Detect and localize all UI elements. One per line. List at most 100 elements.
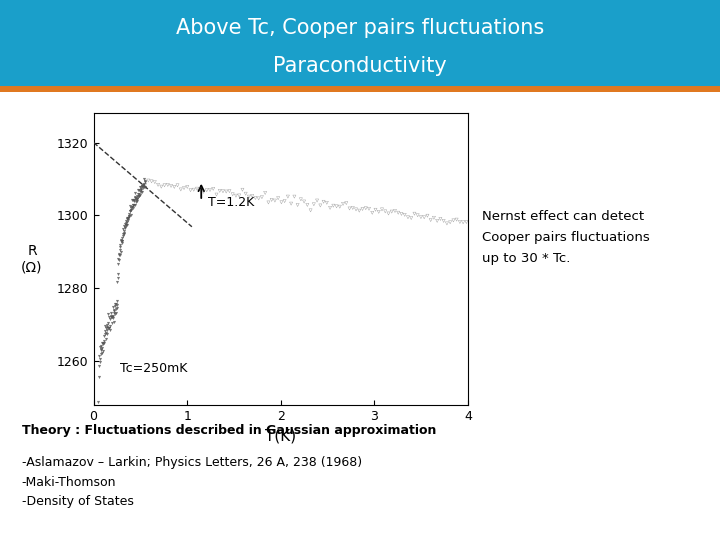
Point xyxy=(330,202,342,211)
Point xyxy=(121,220,132,229)
Point xyxy=(116,236,127,245)
Point xyxy=(104,315,115,323)
Point xyxy=(108,306,120,315)
Point xyxy=(94,342,106,351)
Point xyxy=(181,183,193,191)
Point xyxy=(328,201,339,210)
Point xyxy=(93,373,104,381)
Point xyxy=(132,190,143,198)
Point xyxy=(383,209,395,218)
Point xyxy=(132,192,144,200)
Point xyxy=(188,185,199,194)
Point xyxy=(240,190,251,198)
Point xyxy=(130,194,141,203)
Point xyxy=(109,309,120,318)
Point xyxy=(119,222,130,231)
Point xyxy=(396,210,408,218)
Point xyxy=(334,202,346,211)
Point xyxy=(298,197,310,206)
Point xyxy=(377,205,388,214)
Point xyxy=(104,322,116,330)
Point xyxy=(315,201,326,210)
Point xyxy=(126,195,138,204)
Point xyxy=(129,200,140,209)
Text: Paraconductivity: Paraconductivity xyxy=(273,56,447,76)
Point xyxy=(444,218,456,227)
Point xyxy=(457,218,469,227)
Point xyxy=(379,207,391,215)
Point xyxy=(112,278,123,287)
Point xyxy=(130,189,141,198)
Point xyxy=(118,227,130,236)
Point xyxy=(105,309,117,318)
Point xyxy=(256,193,268,201)
Point xyxy=(135,188,147,197)
Point xyxy=(179,184,190,192)
Point xyxy=(237,185,248,194)
X-axis label: T(K): T(K) xyxy=(265,428,297,443)
Text: Above Tc, Cooper pairs fluctuations: Above Tc, Cooper pairs fluctuations xyxy=(176,17,544,38)
Point xyxy=(114,246,125,254)
Point xyxy=(138,174,150,183)
Point xyxy=(101,321,112,329)
Point xyxy=(132,185,144,194)
Point xyxy=(138,180,149,189)
Point xyxy=(428,213,440,222)
Point xyxy=(125,210,137,219)
Point xyxy=(435,214,446,223)
Point xyxy=(128,197,140,205)
Point xyxy=(405,214,417,222)
Point xyxy=(138,182,150,191)
Point xyxy=(390,207,401,215)
Point xyxy=(106,312,117,320)
Point xyxy=(233,191,245,200)
Point xyxy=(302,200,313,209)
Point xyxy=(138,184,149,192)
Point xyxy=(276,198,287,207)
Point xyxy=(107,303,119,312)
Point xyxy=(120,217,132,226)
Point xyxy=(107,319,118,327)
Point xyxy=(131,197,143,206)
Point xyxy=(121,219,132,227)
Point xyxy=(431,217,443,225)
Point xyxy=(116,237,127,245)
Point xyxy=(140,180,151,189)
Point xyxy=(125,206,136,215)
Point xyxy=(103,324,114,333)
Point xyxy=(106,313,117,321)
Point xyxy=(115,236,127,245)
Point xyxy=(132,194,143,203)
Point xyxy=(118,229,130,238)
Point xyxy=(153,180,164,189)
Point xyxy=(253,194,264,202)
Point xyxy=(308,200,320,208)
Point xyxy=(99,330,111,339)
Point xyxy=(94,355,106,363)
Point xyxy=(129,193,140,201)
Point xyxy=(125,205,136,214)
Point xyxy=(112,260,124,268)
Point xyxy=(122,214,133,222)
Point xyxy=(448,216,459,225)
Point xyxy=(134,191,145,200)
Point xyxy=(343,204,355,213)
Point xyxy=(211,190,222,199)
Point xyxy=(305,206,316,215)
Point xyxy=(217,187,229,195)
Point xyxy=(115,237,127,246)
Point xyxy=(98,337,109,346)
Point xyxy=(102,309,114,318)
Point xyxy=(341,199,352,207)
Point xyxy=(97,346,109,355)
Point xyxy=(162,180,174,189)
Point xyxy=(122,216,134,225)
Point xyxy=(96,346,107,354)
Point xyxy=(112,269,124,278)
Point xyxy=(451,215,462,224)
Point xyxy=(114,251,125,259)
Point xyxy=(224,187,235,195)
Point xyxy=(120,221,132,230)
Point xyxy=(123,212,135,221)
Point xyxy=(93,361,104,370)
